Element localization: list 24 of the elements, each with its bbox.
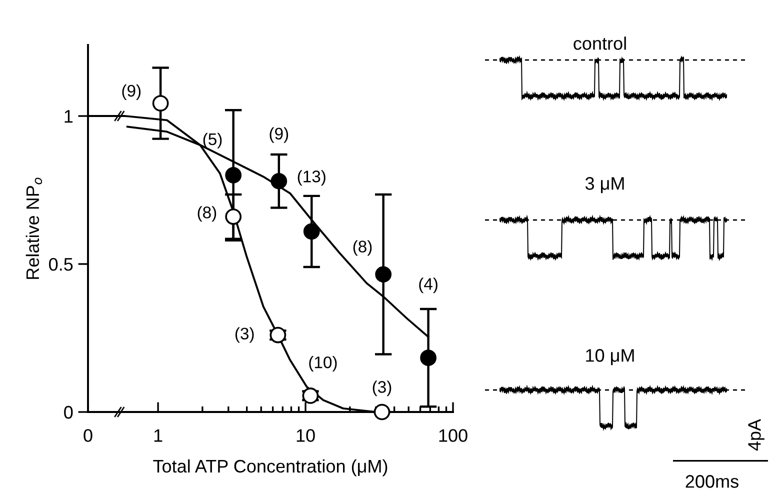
y-axis-title: Relative NP$_{o}$ <box>26 178 42 279</box>
annotation: (3) <box>372 380 392 396</box>
x-tick-label: 0 <box>84 429 92 442</box>
annotation: (5) <box>203 132 222 148</box>
x-tick-label: 1 <box>154 429 162 442</box>
text: 200ms <box>686 475 738 488</box>
annotation: (9) <box>270 127 288 143</box>
annotation: (3) <box>235 327 254 343</box>
annotation: (4) <box>419 278 438 294</box>
annotation: (8) <box>353 240 372 256</box>
x-tick-label: 100 <box>439 429 468 442</box>
x-axis-title: Total ATP Concentration (μM) <box>153 459 388 476</box>
text: 3 μM <box>585 177 624 194</box>
x-tick-label: 10 <box>296 429 315 442</box>
y-tick-label: 0.5 <box>49 258 73 271</box>
text: control <box>574 36 626 50</box>
annotation: (9) <box>122 84 141 100</box>
annotation: (8) <box>198 206 216 222</box>
annotation: (13) <box>298 170 326 186</box>
y-tick-label: 0 <box>64 406 73 419</box>
y-tick-label: 1 <box>64 110 73 123</box>
text: 4pA <box>748 418 764 451</box>
annotation: (10) <box>309 356 337 372</box>
text: 10 μM <box>586 349 634 366</box>
